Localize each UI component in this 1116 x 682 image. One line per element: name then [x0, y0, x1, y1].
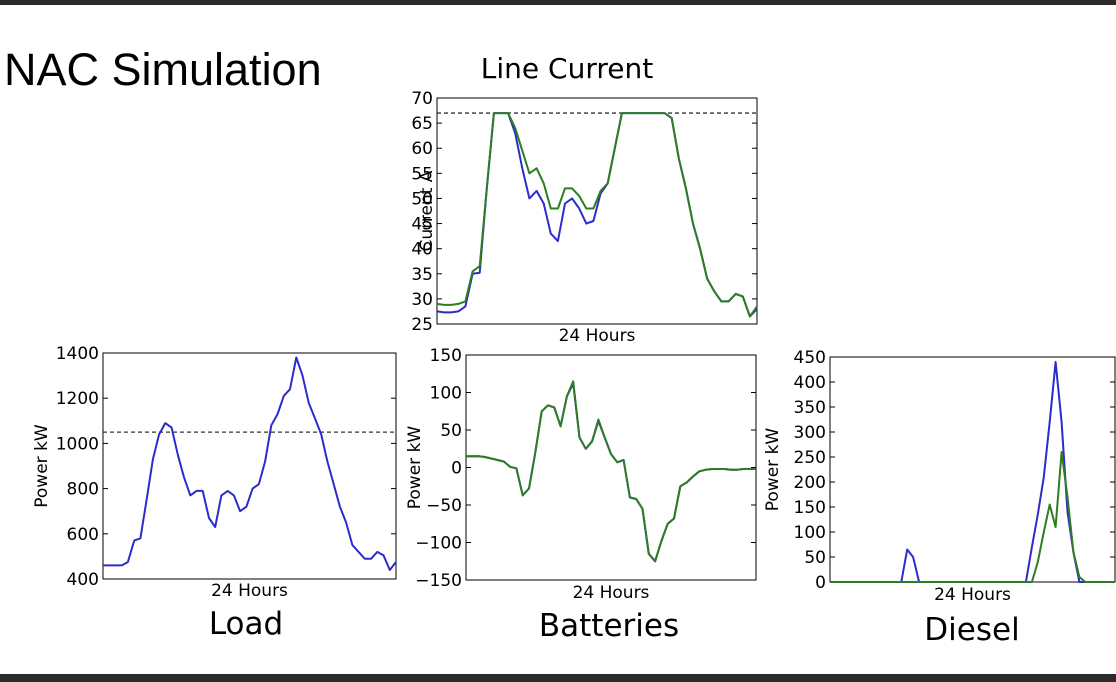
batteries-series-0-line — [466, 382, 756, 563]
load-ytick-label: 800 — [67, 480, 99, 500]
line-current-y-axis-label: Current A — [417, 170, 437, 251]
load-ytick-label: 1200 — [56, 389, 99, 409]
batteries-x-axis-label: 24 Hours — [573, 583, 650, 603]
diesel-ytick-label: 150 — [794, 498, 826, 518]
line-current-ytick-label: 50 — [411, 189, 433, 209]
batteries-ytick-label: −50 — [426, 496, 462, 516]
load-ytick-label: 1000 — [56, 434, 99, 454]
batteries-ytick-label: 100 — [430, 384, 462, 404]
diesel-ytick-label: 450 — [794, 348, 826, 368]
top-bar — [0, 0, 1116, 5]
line-current-series-1-line — [436, 112, 758, 318]
load-x-axis-label: 24 Hours — [211, 581, 288, 601]
diesel-ytick-label: 50 — [804, 548, 826, 568]
diesel-ytick-label: 0 — [815, 573, 826, 593]
line-current-ytick-label: 55 — [411, 164, 433, 184]
line-current-x-axis-label: 24 Hours — [559, 326, 636, 346]
line-current-ytick-label: 35 — [411, 265, 433, 285]
line-current-chart-title: Line Current — [481, 52, 653, 85]
slide-title: NAC Simulation — [4, 44, 322, 95]
batteries-y-axis-label: Power kW — [405, 426, 425, 510]
batteries-ytick-label: −150 — [415, 571, 462, 591]
diesel-y-axis-label: Power kW — [763, 428, 783, 512]
batteries-series-1-line — [466, 380, 756, 563]
bottom-bar — [0, 674, 1116, 682]
load-ytick-label: 600 — [67, 525, 99, 545]
caption-batteries: Batteries — [538, 608, 680, 644]
diesel-ytick-label: 100 — [794, 523, 826, 543]
load-axes-frame — [102, 352, 397, 580]
diesel-ytick-label: 200 — [794, 473, 826, 493]
line-current-ytick-label: 70 — [411, 89, 433, 109]
line-current-axes-frame — [436, 97, 758, 325]
line-current-ytick-label: 65 — [411, 114, 433, 134]
diesel-ytick-label: 400 — [794, 373, 826, 393]
diesel-ytick-label: 300 — [794, 423, 826, 443]
load-ytick-label: 400 — [67, 570, 99, 590]
load-y-axis-label: Power kW — [32, 424, 52, 508]
diesel-x-axis-label: 24 Hours — [934, 585, 1011, 605]
diesel-ytick-label: 350 — [794, 398, 826, 418]
line-current-ytick-label: 25 — [411, 315, 433, 335]
line-current-ytick-label: 45 — [411, 215, 433, 235]
load-series-0-line — [103, 356, 397, 571]
caption-load: Load — [208, 606, 284, 642]
diesel-series-1-line — [830, 451, 1115, 583]
diesel-ytick-label: 250 — [794, 448, 826, 468]
batteries-ytick-label: 150 — [430, 346, 462, 366]
load-ytick-label: 1400 — [56, 344, 99, 364]
caption-diesel: Diesel — [924, 612, 1020, 648]
batteries-ytick-label: 50 — [440, 421, 462, 441]
batteries-ytick-label: 0 — [451, 459, 462, 479]
batteries-ytick-label: −100 — [415, 534, 462, 554]
line-current-ytick-label: 60 — [411, 139, 433, 159]
line-current-ytick-label: 40 — [411, 240, 433, 260]
line-current-ytick-label: 30 — [411, 290, 433, 310]
